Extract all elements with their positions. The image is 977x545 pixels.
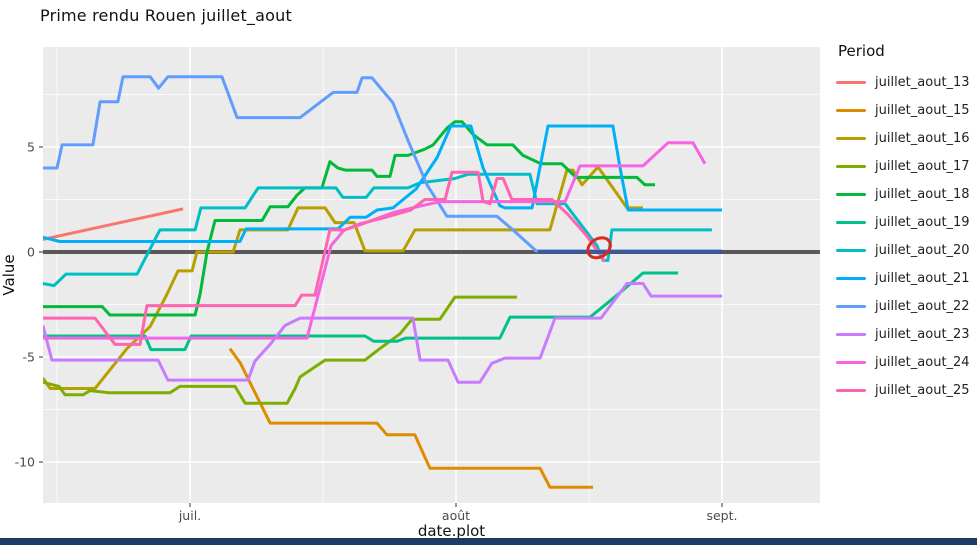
series-line-juillet_aout_15 — [228, 347, 593, 489]
y-tick-label: -5 — [23, 350, 35, 365]
legend-swatch-icon — [836, 304, 866, 308]
legend-items: juillet_aout_13 juillet_aout_15 juillet_ao… — [836, 68, 976, 404]
legend-swatch-icon — [836, 80, 866, 84]
x-tick-label: août — [442, 508, 470, 523]
legend-item-label: juillet_aout_15 — [875, 102, 970, 118]
series-line-juillet_aout_18 — [43, 120, 655, 317]
chart-svg: juil. août sept. 5 0 -5 -10 date.plot Value — [0, 47, 820, 540]
series-line-juillet_aout_21 — [43, 124, 722, 243]
series-line-juillet_aout_13 — [43, 207, 184, 241]
legend-swatch-icon — [836, 360, 866, 364]
legend-item-label: juillet_aout_16 — [875, 130, 970, 146]
legend-swatch-icon — [836, 164, 866, 168]
legend-swatch-icon — [836, 192, 866, 196]
legend-item-juillet_aout_23[interactable]: juillet_aout_23 — [836, 320, 976, 348]
series-line-juillet_aout_22 — [43, 75, 722, 253]
legend-item-label: juillet_aout_22 — [875, 298, 970, 314]
legend-swatch-icon — [836, 136, 866, 140]
legend-item-juillet_aout_22[interactable]: juillet_aout_22 — [836, 292, 976, 320]
series-line-juillet_aout_24 — [43, 141, 707, 340]
annotation-circle — [586, 236, 612, 260]
chart-legend: Period juillet_aout_13 juillet_aout_15 jui… — [836, 42, 976, 404]
series-line-juillet_aout_17 — [43, 295, 517, 405]
y-tick-label: 0 — [27, 245, 35, 260]
legend-item-juillet_aout_20[interactable]: juillet_aout_20 — [836, 236, 976, 264]
plot-panel[interactable] — [43, 47, 820, 503]
legend-item-juillet_aout_19[interactable]: juillet_aout_19 — [836, 208, 976, 236]
legend-item-label: juillet_aout_20 — [875, 242, 970, 258]
legend-swatch-icon — [836, 276, 866, 280]
legend-swatch-icon — [836, 388, 866, 392]
legend-item-juillet_aout_24[interactable]: juillet_aout_24 — [836, 348, 976, 376]
legend-swatch-icon — [836, 108, 866, 112]
series-line-juillet_aout_19 — [43, 271, 679, 352]
series-group — [43, 75, 722, 489]
legend-item-juillet_aout_17[interactable]: juillet_aout_17 — [836, 152, 976, 180]
legend-item-label: juillet_aout_21 — [875, 270, 970, 286]
series-line-juillet_aout_25 — [43, 170, 607, 346]
legend-item-label: juillet_aout_17 — [875, 158, 970, 174]
legend-item-juillet_aout_25[interactable]: juillet_aout_25 — [836, 376, 976, 404]
legend-item-juillet_aout_21[interactable]: juillet_aout_21 — [836, 264, 976, 292]
series-line-juillet_aout_20 — [43, 172, 712, 288]
legend-item-label: juillet_aout_19 — [875, 214, 970, 230]
series-line-juillet_aout_16 — [43, 165, 643, 390]
legend-item-juillet_aout_18[interactable]: juillet_aout_18 — [836, 180, 976, 208]
page-title: Prime rendu Rouen juillet_aout — [40, 6, 292, 25]
legend-item-label: juillet_aout_24 — [875, 354, 970, 370]
legend-item-juillet_aout_13[interactable]: juillet_aout_13 — [836, 68, 976, 96]
y-tick-label: -10 — [15, 455, 35, 470]
chart-figure: juil. août sept. 5 0 -5 -10 date.plot Value — [0, 40, 830, 540]
legend-swatch-icon — [836, 220, 866, 224]
series-line-juillet_aout_23 — [43, 282, 722, 384]
legend-item-juillet_aout_15[interactable]: juillet_aout_15 — [836, 96, 976, 124]
y-tick-label: 5 — [27, 140, 35, 155]
x-axis-title: date.plot — [418, 522, 485, 538]
legend-item-label: juillet_aout_18 — [875, 186, 970, 202]
x-tick-label: juil. — [178, 508, 201, 523]
legend-swatch-icon — [836, 248, 866, 252]
legend-item-label: juillet_aout_13 — [875, 74, 970, 90]
legend-item-label: juillet_aout_25 — [875, 382, 970, 398]
x-tick-label: sept. — [706, 508, 737, 523]
legend-title: Period — [838, 42, 885, 60]
legend-item-juillet_aout_16[interactable]: juillet_aout_16 — [836, 124, 976, 152]
window-bottom-border — [0, 538, 977, 545]
legend-item-label: juillet_aout_23 — [875, 326, 970, 342]
legend-swatch-icon — [836, 332, 866, 336]
y-axis-title: Value — [0, 254, 18, 295]
